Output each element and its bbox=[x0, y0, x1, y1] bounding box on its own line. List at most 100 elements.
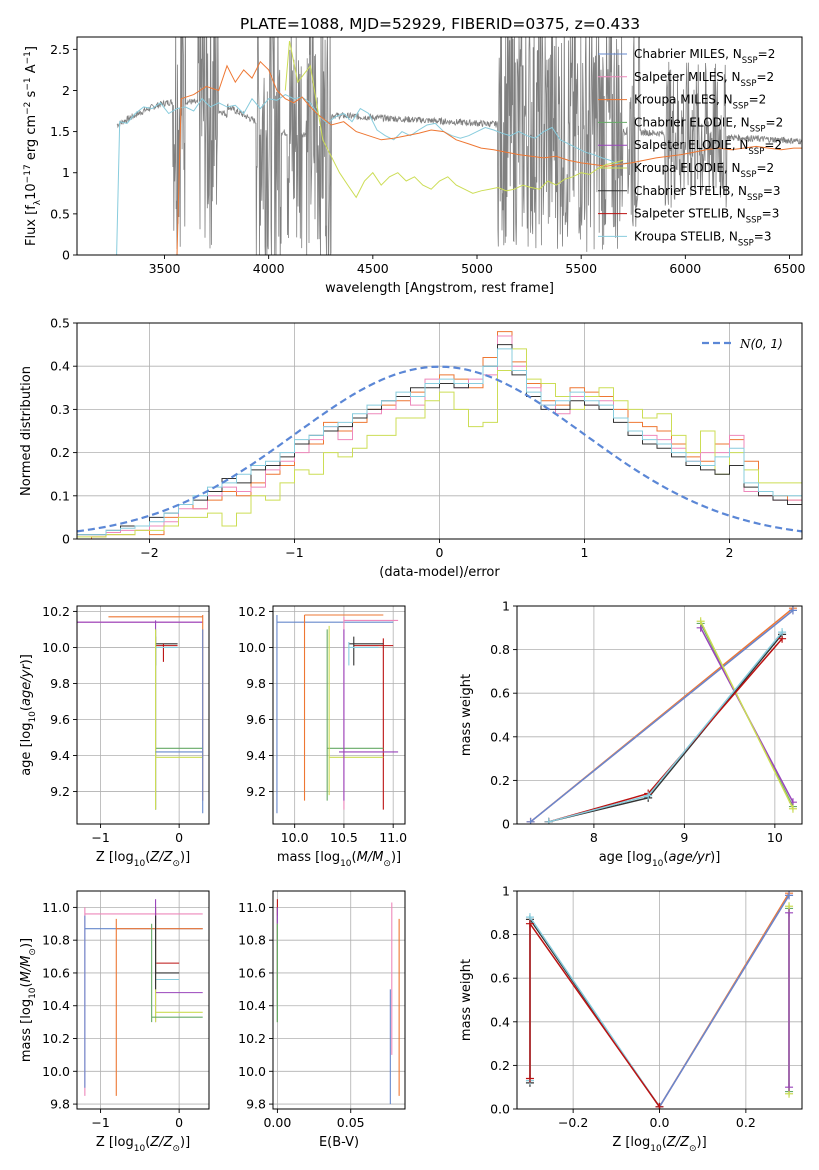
panel-mass_vs_Z: −1 0 9.8 10.0 10.2 10.4 10.6 10.8 11.0 Z [log10(Z… bbox=[19, 890, 210, 1154]
x-tick-label: 0.00 bbox=[263, 1115, 291, 1130]
y-tick-label: 10.2 bbox=[42, 604, 70, 619]
marker-chabrier_miles bbox=[785, 891, 794, 900]
x-tick-label: 3500 bbox=[149, 261, 181, 276]
x-tick-label: 0 bbox=[436, 545, 444, 560]
y-tick-label: 10.0 bbox=[42, 640, 70, 655]
plot-area bbox=[276, 614, 399, 814]
y-tick-label: 1 bbox=[502, 599, 510, 614]
x-tick-label: 0.2 bbox=[736, 1115, 756, 1130]
y-tick-label: 10.8 bbox=[238, 933, 266, 948]
figure-title: PLATE=1088, MJD=52929, FIBERID=0375, z=0… bbox=[240, 15, 640, 33]
plot-area bbox=[526, 606, 797, 824]
data-spectrum bbox=[116, 37, 802, 255]
legend-label-chabrier_miles: Chabrier MILES, NSSP=2 bbox=[634, 47, 775, 66]
x-tick-label: 5500 bbox=[565, 261, 597, 276]
y-tick-label: 11.0 bbox=[42, 900, 70, 915]
axis-label: (data-model)/error bbox=[379, 565, 500, 580]
legend-label-normal: N(0, 1) bbox=[739, 337, 783, 351]
x-tick-label: 1 bbox=[581, 545, 589, 560]
y-tick-label: 0.3 bbox=[50, 402, 70, 417]
panel-mass_vs_ebv: 0.00 0.05 9.8 10.0 10.2 10.4 10.6 10.8 11.0 E(B-V… bbox=[238, 890, 406, 1150]
axis-label: mass weight bbox=[459, 674, 474, 756]
x-tick-label: 4500 bbox=[357, 261, 389, 276]
x-tick-label: 10 bbox=[767, 830, 783, 845]
panel-massweight_vs_age: 8 9 10 0 0.2 0.4 0.6 0.8 1 age [log10(age/yr)] mas… bbox=[459, 599, 803, 869]
legend: Chabrier MILES, NSSP=2 Salpeter MILES, NS… bbox=[598, 47, 783, 248]
y-tick-label: 2.5 bbox=[50, 42, 70, 57]
marker-kroupa_elodie bbox=[788, 804, 797, 813]
y-tick-label: 0.6 bbox=[490, 971, 510, 986]
x-tick-label: 8 bbox=[590, 830, 598, 845]
axis-label: Normed distribution bbox=[19, 366, 34, 496]
axis-label: mass [log10(M/M⊙)] bbox=[19, 938, 38, 1062]
legend-label-chabrier_stelib: Chabrier STELIB, NSSP=3 bbox=[634, 184, 781, 203]
marker-salpeter_stelib bbox=[655, 1102, 664, 1109]
legend-label-kroupa_miles: Kroupa MILES, NSSP=2 bbox=[634, 93, 766, 112]
marker-chabrier_miles bbox=[526, 817, 535, 824]
series-kroupa_miles bbox=[176, 60, 802, 255]
y-tick-label: 0.0 bbox=[490, 1102, 510, 1117]
axis-label: wavelength [Angstrom, rest frame] bbox=[325, 281, 554, 296]
axis-label: Z [log10(Z/Z⊙)] bbox=[96, 850, 190, 869]
panel-spectrum: Chabrier MILES, NSSP=2 Salpeter MILES, NS… bbox=[23, 36, 806, 296]
line-chabrier_miles bbox=[530, 609, 794, 823]
axis-label: E(B-V) bbox=[319, 1135, 359, 1150]
y-tick-label: 10.0 bbox=[238, 640, 266, 655]
y-tick-label: 10.2 bbox=[42, 1031, 70, 1046]
plot-area bbox=[116, 37, 802, 255]
plot-area bbox=[276, 899, 400, 1105]
axes-frame bbox=[272, 605, 406, 825]
legend-label-chabrier_elodie: Chabrier ELODIE, NSSP=2 bbox=[634, 115, 783, 134]
x-tick-label: −1 bbox=[285, 545, 303, 560]
y-tick-label: 1 bbox=[502, 884, 510, 899]
hist-kroupa_elodie bbox=[77, 348, 802, 538]
plot-area bbox=[77, 331, 802, 539]
x-tick-label: 0 bbox=[175, 830, 183, 845]
y-tick-label: 2 bbox=[62, 83, 70, 98]
marker-chabrier_miles bbox=[788, 606, 797, 615]
plot-area bbox=[84, 899, 203, 1096]
y-tick-label: 0.2 bbox=[490, 773, 510, 788]
marker-kroupa_stelib bbox=[644, 791, 653, 800]
panel-residuals: N(0, 1) −2 −1 0 1 2 0 0.1 0.2 0.3 0.4 0.5 (data-mode… bbox=[19, 316, 803, 580]
y-tick-label: 10.0 bbox=[238, 1064, 266, 1079]
y-tick-label: 10.4 bbox=[42, 998, 70, 1013]
x-tick-label: 2 bbox=[726, 545, 734, 560]
y-tick-label: 1 bbox=[62, 165, 70, 180]
y-tick-label: 0.8 bbox=[490, 642, 510, 657]
y-tick-label: 10.2 bbox=[238, 604, 266, 619]
panel-age_vs_mass: 10.0 10.5 11.0 9.2 9.4 9.6 9.8 10.0 10.2 mass [lo… bbox=[238, 604, 407, 869]
x-tick-label: 11.0 bbox=[379, 830, 407, 845]
line-chabrier_miles bbox=[658, 895, 790, 1108]
y-tick-label: 0 bbox=[62, 248, 70, 263]
axis-label: age [log10(age/yr)] bbox=[599, 850, 721, 869]
y-tick-label: 0.8 bbox=[490, 927, 510, 942]
x-tick-label: 6500 bbox=[774, 261, 806, 276]
marker-salpeter_stelib bbox=[525, 919, 534, 928]
y-tick-label: 10.6 bbox=[42, 965, 70, 980]
legend: N(0, 1) bbox=[702, 337, 783, 351]
axes-frame bbox=[516, 605, 803, 825]
y-tick-label: 10.0 bbox=[42, 1064, 70, 1079]
legend-label-kroupa_stelib: Kroupa STELIB, NSSP=3 bbox=[634, 229, 772, 248]
line-chabrier_stelib bbox=[548, 633, 783, 823]
y-tick-label: 9.8 bbox=[50, 676, 70, 691]
series-kroupa_elodie bbox=[284, 41, 623, 199]
y-tick-label: 11.0 bbox=[238, 900, 266, 915]
marker-salpeter_elodie bbox=[785, 1083, 794, 1092]
marker-kroupa_elodie bbox=[696, 617, 705, 626]
legend-label-kroupa_elodie: Kroupa ELODIE, NSSP=2 bbox=[634, 161, 774, 180]
y-tick-label: 10.6 bbox=[238, 965, 266, 980]
x-tick-label: −1 bbox=[91, 830, 109, 845]
y-tick-label: 0.4 bbox=[50, 359, 70, 374]
legend-label-salpeter_miles: Salpeter MILES, NSSP=2 bbox=[634, 70, 774, 89]
x-tick-label: −2 bbox=[140, 545, 158, 560]
y-tick-label: 9.2 bbox=[246, 784, 266, 799]
axis-label: age [log10(age/yr)] bbox=[19, 654, 38, 776]
axes-frame bbox=[76, 605, 210, 825]
axis-label: Z [log10(Z/Z⊙)] bbox=[96, 1135, 190, 1154]
x-tick-label: 9 bbox=[680, 830, 688, 845]
axis-label: Flux [fλ10−17 erg cm−2 s−1 A−1] bbox=[23, 46, 43, 246]
x-tick-label: 0.05 bbox=[337, 1115, 365, 1130]
